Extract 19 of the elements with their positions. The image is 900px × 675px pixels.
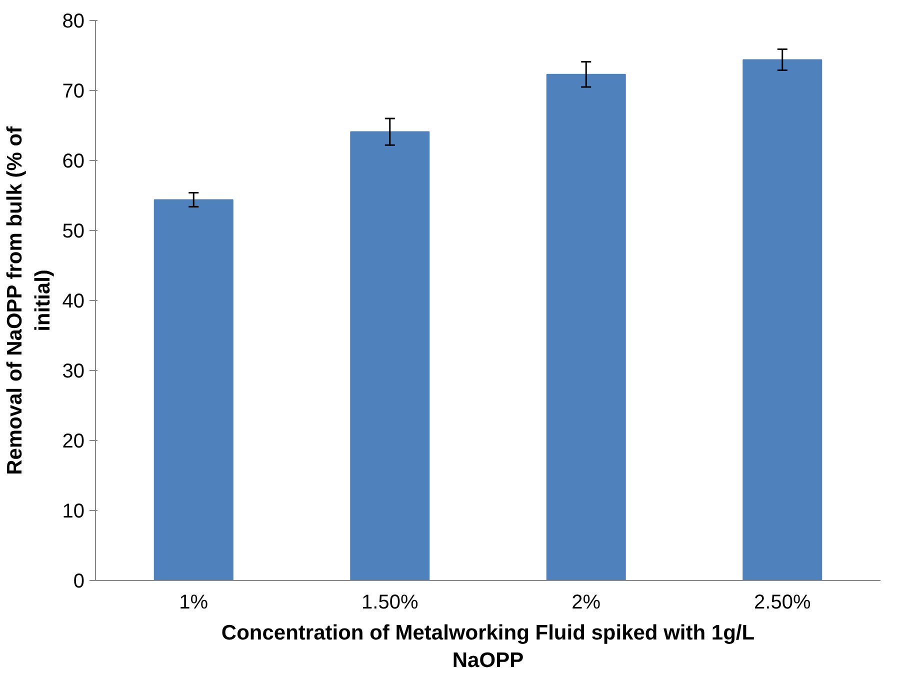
y-tick-label: 0	[73, 570, 84, 592]
y-tick-label: 70	[62, 80, 85, 102]
x-tick-label: 2%	[572, 592, 601, 614]
bar	[154, 199, 234, 580]
x-tick-label: 2.50%	[754, 592, 811, 614]
x-axis-title: Concentration of Metalworking Fluid spiked with 1g/L NaOPP	[221, 622, 755, 672]
bar	[742, 59, 822, 580]
y-tick-label: 60	[62, 150, 85, 172]
bar	[546, 74, 626, 580]
y-tick-label: 10	[62, 500, 85, 522]
y-tick-label: 20	[62, 430, 85, 452]
x-tick-label: 1.50%	[362, 592, 418, 614]
y-tick-label: 30	[62, 360, 85, 382]
y-tick-label: 50	[62, 220, 85, 242]
bar	[350, 131, 430, 580]
x-tick-label: 1%	[179, 592, 208, 614]
y-axis-title: Removal of NaOPP from bulk (% of initial)	[4, 125, 54, 475]
y-tick-label: 80	[62, 10, 85, 32]
y-tick-label: 40	[62, 290, 85, 312]
